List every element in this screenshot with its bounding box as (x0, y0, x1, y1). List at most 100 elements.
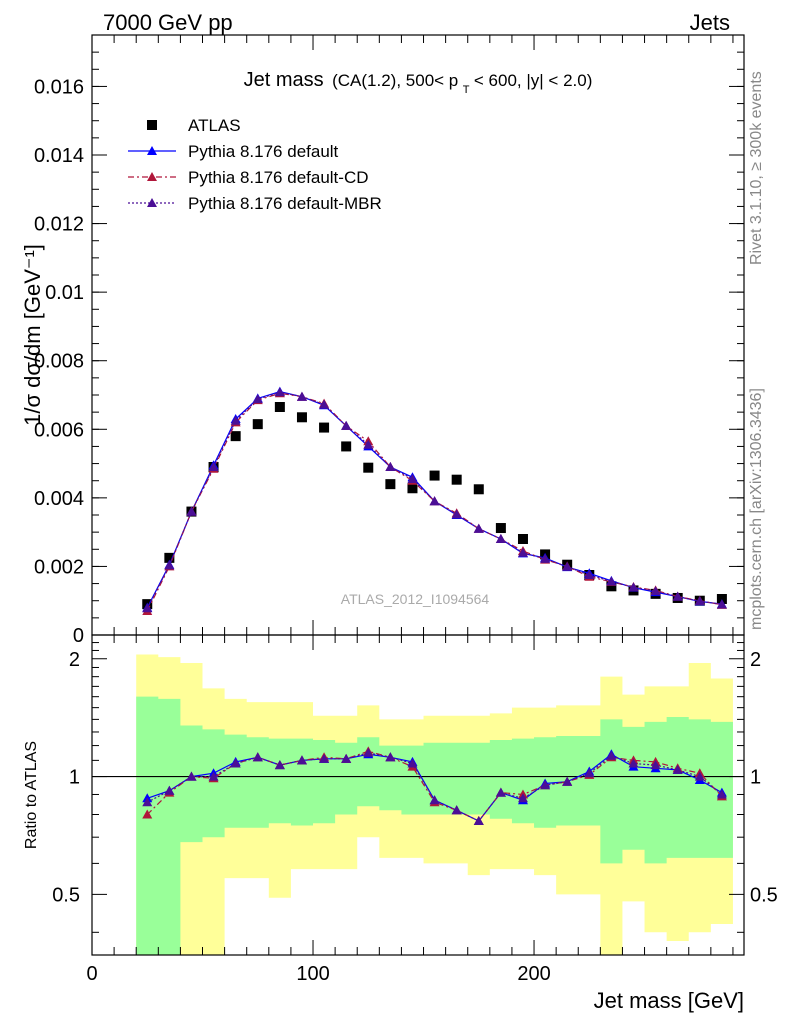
data-point-atlas (495, 523, 506, 534)
mc-point (252, 394, 263, 404)
ratio-point (230, 758, 241, 768)
ratio-point (694, 771, 705, 781)
chart-title: Jet mass (CA(1.2), 500< p T < 600, |y| <… (244, 69, 593, 97)
mc-point (495, 534, 506, 543)
legend-label: Pythia 8.176 default-CD (188, 168, 369, 187)
data-point-atlas (716, 594, 727, 604)
uncertainty-band-inner (136, 696, 733, 955)
ratio-y-tick-label: 0.5 (52, 884, 80, 906)
y-tick-label: 0.008 (34, 351, 84, 373)
data-point-atlas (429, 470, 440, 481)
ratio-point (716, 789, 727, 799)
ratio-point (495, 787, 506, 797)
ratio-point (540, 780, 551, 790)
legend: ATLAS Pythia 8.176 default Pythia 8.176 de… (128, 116, 382, 213)
y-axis-label: 1/σ dσ/dm [GeV⁻¹] (20, 244, 45, 426)
mc-point (230, 415, 241, 425)
data-point-atlas (517, 534, 528, 544)
rivet-label: Rivet 3.1.10, ≥ 300k events (748, 71, 765, 265)
data-point-atlas (606, 581, 617, 592)
x-tick-label: 100 (296, 963, 329, 985)
mcplots-label: mcplots.cern.ch [arXiv:1306.3436] (748, 388, 765, 630)
x-tick-label: 200 (517, 963, 550, 985)
mc-point (672, 591, 683, 601)
ratio-point (451, 805, 462, 815)
data-point-atlas (407, 483, 418, 494)
ratio-point (363, 747, 374, 757)
ratio-point (296, 755, 307, 765)
ratio-ticks: 0.5 0.5 1 1 2 2 0 100 200 (52, 635, 778, 985)
ratio-y-tick-label-right: 1 (750, 767, 761, 789)
data-point-atlas (252, 419, 263, 430)
ratio-panel: 0.5 0.5 1 1 2 2 0 100 200 Ratio to ATLAS Jet mas… (23, 634, 778, 1013)
ratio-y-tick-label-right: 2 (750, 649, 761, 671)
main-ticks: 0 0.002 0.004 0.006 0.008 0.01 0.012 0.014 0.016 (34, 34, 744, 647)
y-tick-label: 0.002 (34, 556, 84, 578)
mc-point (407, 474, 418, 483)
ratio-series-layer (142, 746, 727, 825)
ratio-bands (92, 654, 744, 955)
mc-point (716, 599, 727, 609)
mc-point (694, 596, 705, 606)
mc-point (606, 576, 617, 586)
data-point-atlas (230, 431, 241, 442)
mc-point (473, 523, 484, 533)
y-tick-label: 0.006 (34, 419, 84, 441)
ratio-y-label: Ratio to ATLAS (23, 741, 40, 849)
ratio-point (672, 764, 683, 774)
legend-marker (147, 198, 157, 207)
ratio-point (517, 793, 528, 803)
ratio-point (142, 809, 153, 819)
legend-label: Pythia 8.176 default-MBR (188, 194, 382, 213)
ratio-point (319, 753, 330, 763)
series-line (146, 391, 722, 609)
ratio-point (628, 758, 639, 768)
ratio-point (385, 752, 396, 762)
ratio-y-tick-label: 2 (69, 649, 80, 671)
ratio-point (274, 760, 285, 770)
ratio-frame (91, 634, 745, 956)
ratio-point (650, 760, 661, 770)
mc-point (208, 462, 219, 471)
mc-point (363, 439, 374, 449)
mc-point (584, 570, 595, 579)
main-panel: 0 0.002 0.004 0.006 0.008 0.01 0.012 0.014 0.016… (20, 34, 745, 647)
header-left: 7000 GeV pp (103, 10, 233, 35)
ratio-point (164, 785, 175, 795)
ratio-point (208, 771, 219, 781)
mc-point (562, 561, 573, 571)
y-tick-label: 0.004 (34, 488, 84, 510)
ratio-point (142, 797, 153, 807)
legend-marker (147, 172, 157, 181)
mc-point (650, 586, 661, 596)
mc-point (451, 509, 462, 519)
legend-marker-atlas (147, 120, 157, 130)
mc-point (274, 387, 285, 397)
y-tick-label: 0.014 (34, 145, 84, 167)
data-point-atlas (473, 484, 484, 495)
ratio-y-tick-label-right: 0.5 (750, 884, 778, 906)
ratio-point (429, 795, 440, 805)
legend-label: ATLAS (188, 116, 241, 135)
ratio-point (252, 752, 263, 762)
ratio-point (341, 753, 352, 763)
data-point-atlas (451, 474, 462, 485)
analysis-watermark: ATLAS_2012_I1094564 (341, 591, 490, 607)
header-right: Jets (690, 10, 730, 35)
mc-point (517, 547, 528, 557)
ratio-point (473, 815, 484, 825)
y-tick-label: 0.012 (34, 214, 84, 236)
mc-point (628, 582, 639, 592)
data-point-atlas (164, 552, 175, 563)
mc-point (540, 553, 551, 563)
ratio-point (584, 768, 595, 778)
x-tick-label: 0 (86, 963, 97, 985)
data-point-atlas (385, 479, 396, 490)
mc-point (142, 603, 153, 613)
ratio-y-tick-label: 1 (69, 767, 80, 789)
main-series-layer (142, 386, 727, 615)
mc-point (296, 391, 307, 401)
ratio-point (606, 750, 617, 760)
